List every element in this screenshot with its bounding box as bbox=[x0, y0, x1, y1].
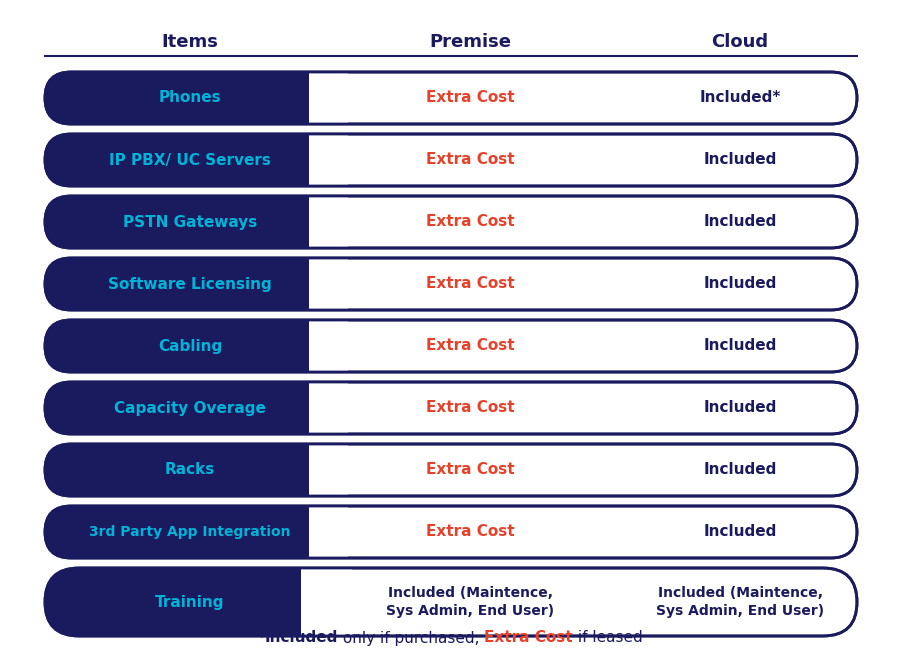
Text: if leased: if leased bbox=[573, 630, 643, 646]
Text: Included: Included bbox=[703, 401, 777, 415]
FancyBboxPatch shape bbox=[45, 134, 857, 186]
Text: Included*: Included* bbox=[699, 91, 780, 106]
Text: Training: Training bbox=[155, 595, 225, 610]
FancyBboxPatch shape bbox=[45, 568, 335, 636]
FancyBboxPatch shape bbox=[45, 72, 335, 124]
Text: Included: Included bbox=[703, 153, 777, 167]
Bar bbox=[301, 568, 352, 636]
Text: Cabling: Cabling bbox=[158, 339, 222, 353]
FancyBboxPatch shape bbox=[45, 568, 857, 636]
FancyBboxPatch shape bbox=[45, 320, 335, 372]
Text: Extra Cost: Extra Cost bbox=[426, 153, 514, 167]
Text: Racks: Racks bbox=[165, 462, 215, 478]
Text: Included: Included bbox=[265, 630, 338, 646]
Text: Extra Cost: Extra Cost bbox=[426, 214, 514, 230]
Bar bbox=[309, 72, 348, 124]
Bar bbox=[309, 444, 348, 496]
Text: Premise: Premise bbox=[429, 33, 511, 51]
Text: Extra Cost: Extra Cost bbox=[426, 276, 514, 292]
Text: Included: Included bbox=[703, 462, 777, 478]
FancyBboxPatch shape bbox=[45, 258, 335, 310]
Text: Extra Cost: Extra Cost bbox=[426, 462, 514, 478]
Text: Included: Included bbox=[703, 339, 777, 353]
Text: Extra Cost: Extra Cost bbox=[426, 401, 514, 415]
Bar bbox=[309, 506, 348, 558]
Text: Included: Included bbox=[703, 525, 777, 540]
Bar bbox=[309, 382, 348, 434]
FancyBboxPatch shape bbox=[45, 506, 335, 558]
Text: Extra Cost: Extra Cost bbox=[426, 339, 514, 353]
Text: Capacity Overage: Capacity Overage bbox=[114, 401, 266, 415]
Text: IP PBX/ UC Servers: IP PBX/ UC Servers bbox=[109, 153, 271, 167]
FancyBboxPatch shape bbox=[45, 444, 857, 496]
Text: Included: Included bbox=[703, 214, 777, 230]
Text: Extra Cost: Extra Cost bbox=[484, 630, 573, 646]
Text: Cloud: Cloud bbox=[711, 33, 769, 51]
Text: Included: Included bbox=[703, 276, 777, 292]
FancyBboxPatch shape bbox=[45, 258, 857, 310]
Text: Included (Maintence,
Sys Admin, End User): Included (Maintence, Sys Admin, End User… bbox=[656, 587, 824, 618]
Text: Phones: Phones bbox=[158, 91, 221, 106]
Text: Extra Cost: Extra Cost bbox=[426, 91, 514, 106]
FancyBboxPatch shape bbox=[45, 196, 857, 248]
Text: PSTN Gateways: PSTN Gateways bbox=[123, 214, 257, 230]
Bar bbox=[309, 196, 348, 248]
FancyBboxPatch shape bbox=[45, 134, 335, 186]
Text: Items: Items bbox=[162, 33, 219, 51]
Bar bbox=[309, 320, 348, 372]
FancyBboxPatch shape bbox=[45, 382, 857, 434]
FancyBboxPatch shape bbox=[45, 382, 335, 434]
FancyBboxPatch shape bbox=[45, 320, 857, 372]
FancyBboxPatch shape bbox=[45, 444, 335, 496]
Bar bbox=[309, 258, 348, 310]
Text: only if purchased,: only if purchased, bbox=[338, 630, 484, 646]
Text: 3rd Party App Integration: 3rd Party App Integration bbox=[89, 525, 291, 539]
Bar bbox=[309, 134, 348, 186]
Text: Included (Maintence,
Sys Admin, End User): Included (Maintence, Sys Admin, End User… bbox=[386, 587, 554, 618]
FancyBboxPatch shape bbox=[45, 72, 857, 124]
Text: *: * bbox=[257, 630, 265, 646]
Text: Extra Cost: Extra Cost bbox=[426, 525, 514, 540]
FancyBboxPatch shape bbox=[45, 196, 335, 248]
FancyBboxPatch shape bbox=[45, 506, 857, 558]
Text: Software Licensing: Software Licensing bbox=[108, 276, 272, 292]
